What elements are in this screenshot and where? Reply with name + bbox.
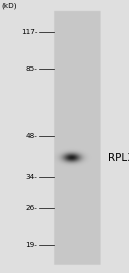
- Text: 117-: 117-: [21, 29, 37, 35]
- Text: (kD): (kD): [1, 3, 17, 9]
- Text: 19-: 19-: [26, 242, 37, 248]
- Text: 34-: 34-: [26, 174, 37, 180]
- Text: 48-: 48-: [26, 133, 37, 139]
- Text: 85-: 85-: [26, 66, 37, 72]
- Text: RPL3: RPL3: [108, 153, 129, 162]
- Bar: [54, 11, 101, 265]
- Text: 26-: 26-: [26, 205, 37, 211]
